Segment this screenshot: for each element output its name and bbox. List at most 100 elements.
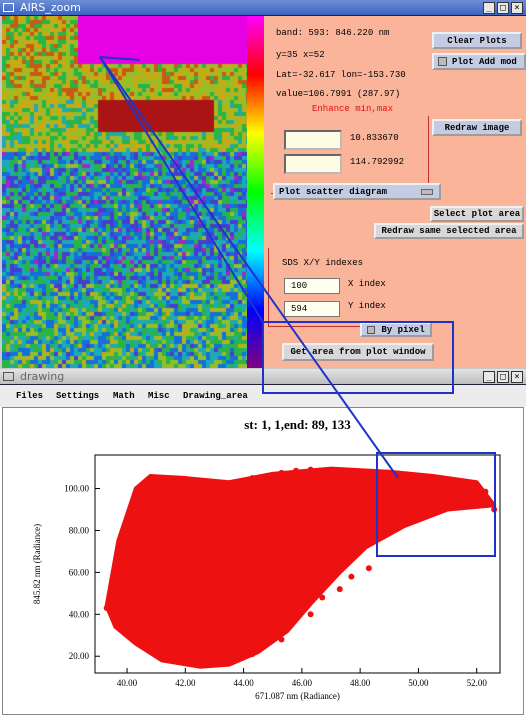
x-tick-label: 50.00 [408, 678, 429, 688]
clear-plots-button[interactable]: Clear Plots [432, 32, 522, 49]
minimize-icon[interactable]: _ [483, 2, 495, 14]
scatter-point [400, 510, 407, 517]
scatter-point [249, 475, 256, 482]
scatter-point [354, 481, 361, 488]
scatter-point [467, 484, 474, 491]
scatter-point [432, 496, 439, 503]
enhance-label: Enhance min,max [312, 104, 394, 114]
zoom-image[interactable] [2, 16, 247, 368]
plot-type-select[interactable]: Plot scatter diagram [273, 183, 441, 200]
scatter-point [397, 483, 404, 490]
plot-add-mode-label: Plot Add mod [452, 56, 517, 67]
chart-title: st: 1, 1,end: 89, 133 [244, 417, 351, 432]
y-tick-label: 80.00 [69, 525, 90, 535]
by-pixel-checkbox[interactable] [367, 325, 376, 334]
menu-drawing-area[interactable]: Drawing_area [183, 391, 248, 401]
scatter-point [252, 540, 259, 547]
minimize-icon[interactable]: _ [483, 371, 495, 383]
plot-add-mode-checkbox[interactable] [438, 57, 447, 66]
menu-settings[interactable]: Settings [56, 391, 100, 401]
x-index-field[interactable]: 100 [284, 278, 340, 294]
max-value-field[interactable] [284, 154, 342, 174]
scatter-point [295, 500, 302, 507]
scatter-point [150, 506, 157, 513]
scatter-point [307, 611, 314, 618]
dropdown-indicator-icon [421, 189, 433, 195]
scatter-point [132, 537, 139, 544]
scatter-point [316, 533, 323, 540]
scatter-point [208, 514, 215, 521]
drawing-title: drawing [20, 370, 65, 383]
scatter-point [424, 477, 431, 484]
drawing-titlebar[interactable]: drawing _ □ × [0, 369, 526, 385]
close-icon[interactable]: × [511, 2, 523, 14]
select-plot-area-button[interactable]: Select plot area [430, 206, 524, 222]
scatter-point [459, 491, 466, 498]
y-axis-label: 845.82 nm (Radiance) [32, 524, 42, 604]
redraw-image-button[interactable]: Redraw image [432, 119, 522, 136]
maximize-icon[interactable]: □ [497, 2, 509, 14]
scatter-point [255, 600, 262, 607]
by-pixel-toggle[interactable]: By pixel [360, 322, 432, 337]
scatter-point [345, 519, 352, 526]
scatter-point [141, 556, 148, 563]
scatter-point [342, 537, 349, 544]
scatter-point [266, 510, 273, 517]
scatter-point [255, 590, 262, 597]
scatter-point [170, 565, 177, 572]
scatter-point [307, 466, 314, 473]
scatter-point [173, 636, 180, 643]
scatter-point [278, 469, 285, 476]
get-area-button[interactable]: Get area from plot window [282, 343, 434, 361]
airs-zoom-titlebar[interactable]: AIRS_zoom _ □ × [0, 0, 526, 16]
scatter-point [205, 487, 212, 494]
scatter-point [263, 472, 270, 479]
scatter-point [357, 531, 364, 538]
x-tick-label: 52.00 [467, 678, 488, 688]
scatter-point [336, 469, 343, 476]
scatter-point [290, 615, 297, 622]
menu-math[interactable]: Math [113, 391, 135, 401]
scatter-point [249, 651, 256, 658]
window-menu-icon[interactable] [3, 3, 14, 12]
scatter-point [365, 471, 372, 478]
scatter-chart[interactable]: st: 1, 1,end: 89, 133 40.00 42.00 44.00 46.0… [0, 407, 526, 717]
scatter-point [191, 483, 198, 490]
window-menu-icon[interactable] [3, 372, 14, 381]
redraw-same-area-button[interactable]: Redraw same selected area [374, 223, 524, 239]
x-tick-label: 42.00 [175, 678, 196, 688]
menu-misc[interactable]: Misc [148, 391, 170, 401]
scatter-point [199, 573, 206, 580]
y-index-field[interactable]: 594 [284, 301, 340, 317]
scatter-point [406, 506, 413, 513]
min-value-field[interactable] [284, 130, 342, 150]
latlon-readout: Lat=-32.617 lon=-153.730 [276, 70, 406, 80]
scatter-point [287, 548, 294, 555]
scatter-point [322, 468, 329, 475]
x-tick-label: 48.00 [350, 678, 371, 688]
y-tick-label: 60.00 [69, 567, 90, 577]
close-icon[interactable]: × [511, 371, 523, 383]
y-tick-label: 100.00 [64, 484, 89, 494]
scatter-point [129, 615, 136, 622]
scatter-point [202, 640, 209, 647]
scatter-point [228, 617, 235, 624]
scatter-point [234, 479, 241, 486]
scatter-point [223, 548, 230, 555]
scatter-point [330, 544, 337, 551]
scatter-point [237, 519, 244, 526]
scatter-point [395, 475, 402, 482]
maximize-icon[interactable]: □ [497, 371, 509, 383]
x-tick-label: 46.00 [292, 678, 313, 688]
band-readout: band: 593: 846.220 nm [276, 28, 390, 38]
scatter-point [383, 516, 390, 523]
scatter-point [135, 586, 142, 593]
scatter-point [293, 467, 300, 474]
plot-add-mode-toggle[interactable]: Plot Add mod [432, 53, 526, 70]
scatter-point [351, 470, 358, 477]
menu-files[interactable]: Files [16, 391, 44, 401]
color-bar [247, 16, 264, 368]
menu-bar: Files Settings Math Misc Drawing_area [0, 385, 526, 407]
scatter-point [336, 586, 343, 593]
scatter-point [179, 510, 186, 517]
